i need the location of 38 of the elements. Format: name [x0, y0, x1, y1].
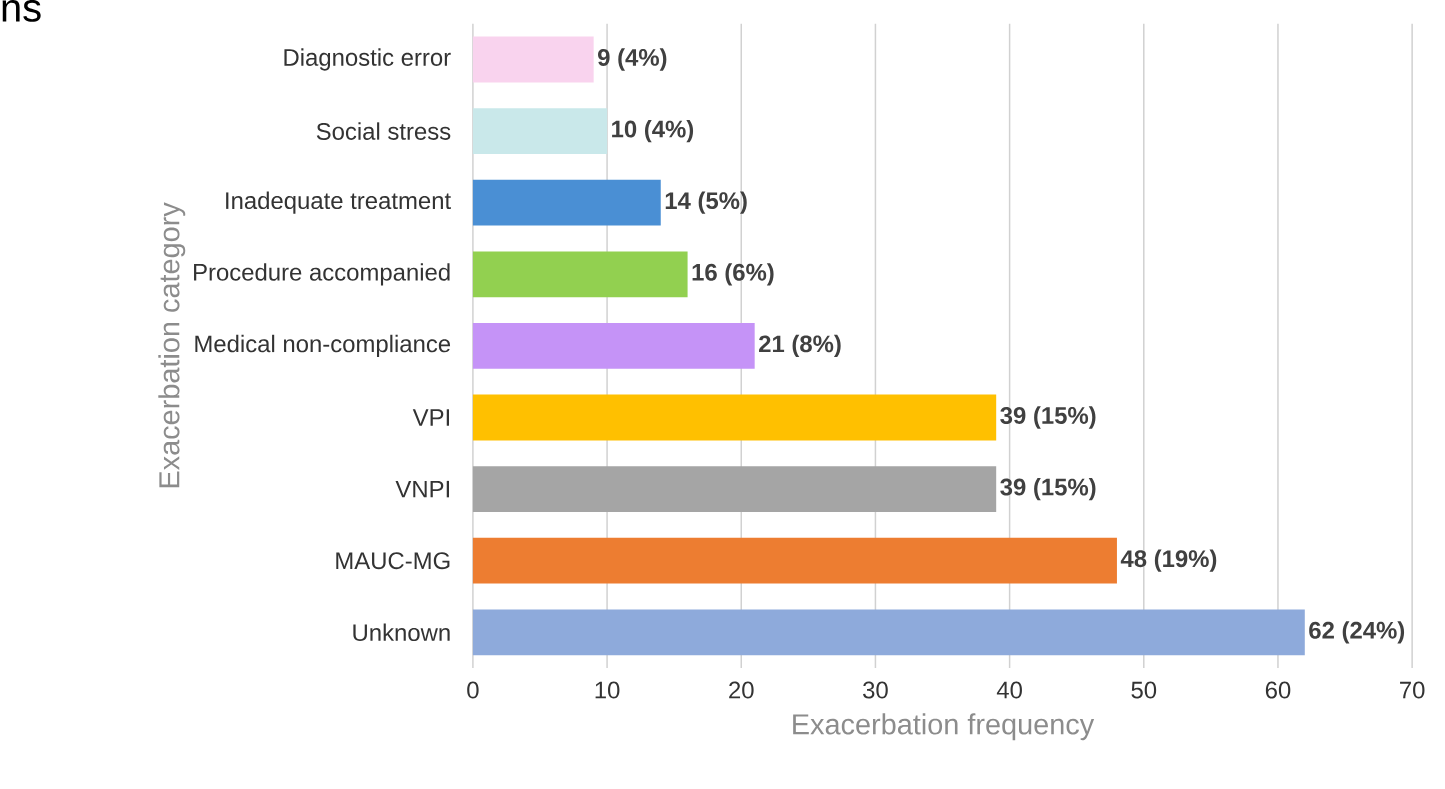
bar — [472, 251, 688, 298]
x-tick-label: 60 — [1265, 681, 1291, 699]
y-axis-title: Exacerbation category — [158, 202, 186, 488]
bar — [472, 36, 594, 83]
x-tick-label: 70 — [1400, 681, 1425, 699]
bar — [472, 179, 661, 226]
y-tick-label: Inadequate treatment — [226, 191, 451, 215]
data-label: 39 (15%) — [1000, 478, 1096, 501]
data-label: 39 (15%) — [1000, 406, 1096, 429]
y-tick-label: Social stress — [316, 122, 451, 141]
y-tick-label: Unknown — [353, 623, 450, 642]
y-tick-label: Diagnostic error — [284, 48, 451, 71]
data-label: 16 (6%) — [692, 263, 774, 286]
x-tick-label: 30 — [863, 681, 888, 699]
x-tick-label: 40 — [996, 681, 1022, 699]
text: ns — [2, 0, 41, 22]
y-tick-label: VNPI — [395, 481, 449, 498]
bar — [472, 108, 608, 155]
x-axis-title: Exacerbation frequency — [793, 713, 1095, 741]
bar — [472, 394, 997, 441]
x-tick-label: 0 — [467, 681, 479, 699]
data-label: 10 (4%) — [612, 120, 694, 143]
y-tick-label: VPI — [412, 409, 449, 426]
bar — [472, 466, 997, 513]
x-tick-label: 10 — [595, 681, 620, 699]
data-label: 9 (4%) — [598, 48, 667, 71]
data-label: 62 (24%) — [1309, 621, 1405, 644]
bar — [472, 609, 1305, 656]
data-label: 14 (5%) — [665, 191, 747, 215]
y-tick-label: MAUC-MG — [336, 552, 450, 570]
y-tick-label: Procedure accompanied — [194, 263, 450, 286]
bar — [472, 537, 1117, 584]
bar — [472, 323, 755, 369]
y-tick-label: Medical non-compliance — [195, 334, 451, 358]
x-tick-label: 50 — [1131, 681, 1157, 699]
x-tick-label: 20 — [729, 681, 754, 699]
data-label: 48 (19%) — [1120, 549, 1217, 573]
data-label: 21 (8%) — [759, 334, 841, 358]
